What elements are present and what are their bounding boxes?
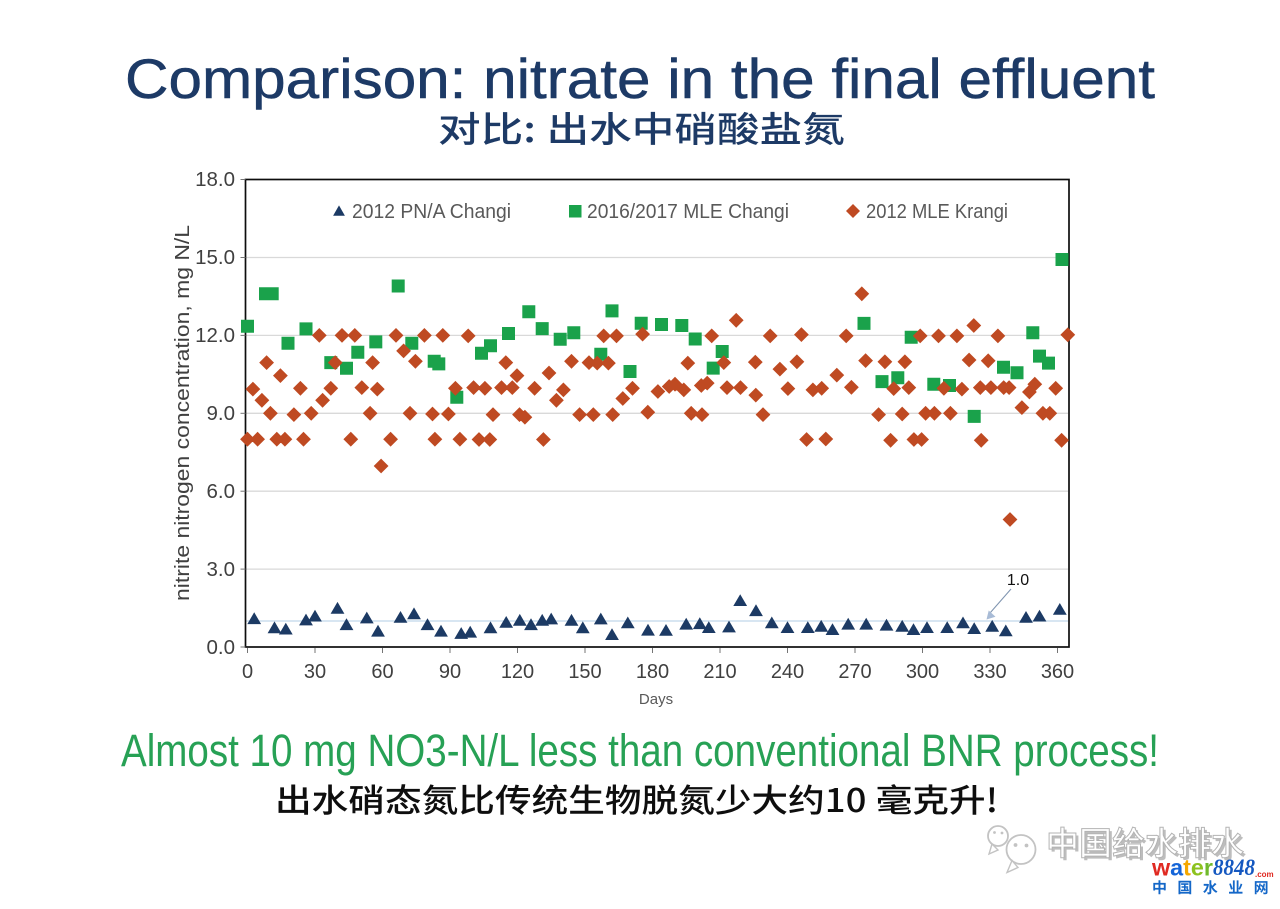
svg-text:.com: .com (1255, 870, 1274, 879)
svg-text:180: 180 (636, 661, 669, 683)
svg-text:12.0: 12.0 (195, 324, 235, 347)
svg-text:nitrite nitrogen concentration: nitrite nitrogen concentration, mg N/L (172, 225, 194, 601)
svg-text:18.0: 18.0 (195, 168, 235, 191)
svg-text:water: water (1151, 855, 1213, 881)
svg-text:210: 210 (703, 661, 736, 683)
svg-text:6.0: 6.0 (207, 480, 236, 503)
svg-text:60: 60 (371, 661, 393, 683)
svg-text:360: 360 (1041, 661, 1074, 683)
svg-text:8848: 8848 (1213, 855, 1255, 880)
svg-text:150: 150 (568, 661, 601, 683)
svg-text:2012 MLE Krangi: 2012 MLE Krangi (866, 201, 1008, 223)
svg-text:1.0: 1.0 (1007, 572, 1029, 589)
svg-text:9.0: 9.0 (207, 402, 236, 425)
svg-text:330: 330 (973, 661, 1006, 683)
svg-text:270: 270 (838, 661, 871, 683)
svg-text:30: 30 (304, 661, 326, 683)
svg-text:120: 120 (501, 661, 534, 683)
svg-text:240: 240 (771, 661, 804, 683)
svg-text:3.0: 3.0 (207, 558, 236, 581)
svg-text:0: 0 (242, 661, 253, 683)
svg-text:15.0: 15.0 (195, 246, 235, 269)
svg-text:90: 90 (439, 661, 461, 683)
svg-text:300: 300 (906, 661, 939, 683)
svg-text:Days: Days (639, 691, 673, 708)
svg-text:0.0: 0.0 (207, 636, 236, 659)
svg-text:Comparison: nitrate in the fin: Comparison: nitrate in the final effluen… (125, 47, 1155, 110)
svg-text:2012 PN/A Changi: 2012 PN/A Changi (352, 201, 511, 223)
svg-text:2016/2017 MLE Changi: 2016/2017 MLE Changi (587, 201, 789, 223)
svg-text:Almost 10 mg NO3-N/L less than: Almost 10 mg NO3-N/L less than conventio… (121, 725, 1159, 776)
